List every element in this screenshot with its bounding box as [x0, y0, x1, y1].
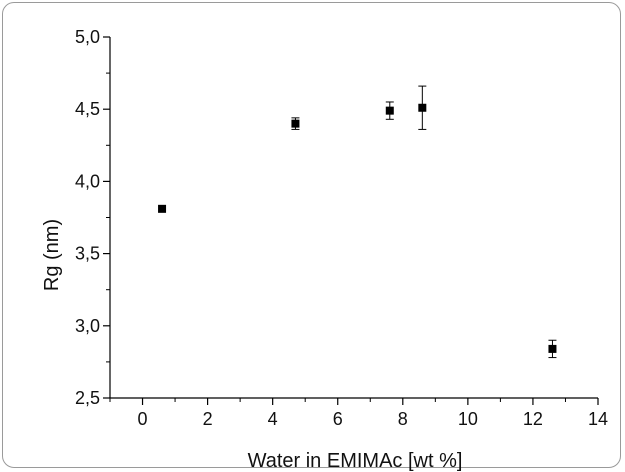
- data-point: [385, 101, 394, 120]
- y-tick-label: 3,0: [75, 316, 100, 336]
- x-tick-label: 8: [398, 409, 408, 429]
- x-axis-label: Water in EMIMAc [wt %]: [248, 450, 463, 472]
- x-tick-label: 2: [203, 409, 213, 429]
- x-tick-label: 10: [458, 409, 478, 429]
- x-tick-label: 12: [523, 409, 543, 429]
- y-tick-label: 4,5: [75, 99, 100, 119]
- y-tick-label: 2,5: [75, 388, 100, 408]
- x-tick-label: 14: [588, 409, 608, 429]
- chart-frame: [2, 2, 621, 468]
- data-point: [158, 204, 167, 213]
- data-point: [418, 85, 427, 130]
- point-marker: [385, 106, 394, 115]
- y-tick-label: 4,0: [75, 171, 100, 191]
- x-ticks: 0 2 4 6 8 10 12 14: [109, 398, 608, 429]
- point-marker: [291, 119, 300, 128]
- y-tick-label: 3,5: [75, 244, 100, 264]
- axes: [109, 37, 598, 399]
- point-marker: [418, 103, 427, 112]
- data-points: [158, 85, 557, 359]
- point-marker: [158, 204, 167, 213]
- x-tick-label: 4: [268, 409, 278, 429]
- point-marker: [548, 344, 557, 353]
- data-point: [291, 117, 300, 130]
- x-tick-label: 0: [138, 409, 148, 429]
- y-ticks: 2,5 3,0 3,5 4,0 4,5 5,0: [75, 27, 110, 408]
- data-point: [548, 339, 557, 359]
- y-tick-label: 5,0: [75, 27, 100, 47]
- y-axis-label: Rg (nm): [41, 219, 63, 291]
- x-tick-label: 6: [333, 409, 343, 429]
